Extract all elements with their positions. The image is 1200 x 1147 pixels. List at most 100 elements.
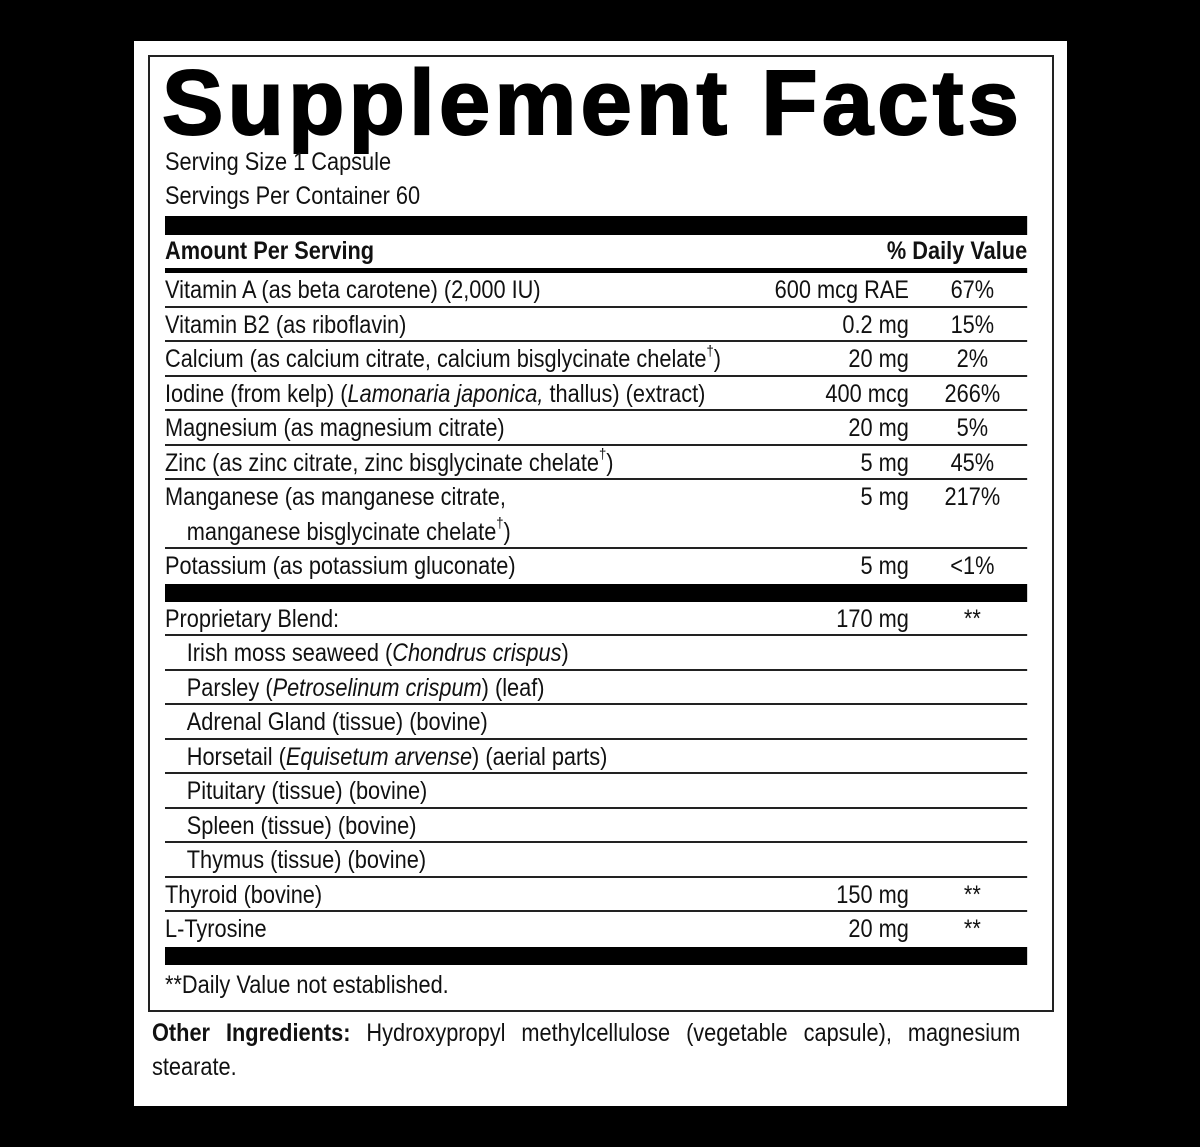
table-row: Calcium (as calcium citrate, calcium bis… <box>165 342 1028 377</box>
table-row: Pituitary (tissue) (bovine) <box>165 774 1028 809</box>
table-row: Vitamin A (as beta carotene) (2,000 IU) 6… <box>165 273 1028 308</box>
title: Supplement Facts <box>161 55 1024 154</box>
daily-value: 2% <box>956 345 989 373</box>
amount: 170 mg <box>836 604 909 633</box>
table-row: Irish moss seaweed (Chondrus crispus) <box>165 636 1028 671</box>
amount: 0.2 mg <box>842 310 909 339</box>
daily-value: 67% <box>950 276 995 304</box>
amount: 400 mcg <box>825 379 909 408</box>
table-row: Proprietary Blend: 170 mg ** <box>165 602 1028 637</box>
ingredient-name: L-Tyrosine <box>165 912 1027 947</box>
ingredient-name: Manganese (as manganese citrate, <box>165 480 1027 515</box>
daily-value: 266% <box>944 379 1001 408</box>
table-row: Thymus (tissue) (bovine) <box>165 843 1028 878</box>
name-italic: Equisetum arvense <box>285 742 473 771</box>
ingredient-name: Thyroid (bovine) <box>165 878 1027 913</box>
name-text: Horsetail ( <box>186 742 286 771</box>
other-ingredients-text: Hydroxypropyl methylcellulose (vegetable… <box>152 1019 1021 1081</box>
servings-per-container: Servings Per Container 60 <box>165 182 421 210</box>
name-text: Pituitary (tissue) (bovine) <box>186 777 428 805</box>
ingredient-name: Vitamin A (as beta carotene) (2,000 IU) <box>165 273 1027 308</box>
name-text: Vitamin A (as beta carotene) (2,000 IU) <box>165 276 541 304</box>
name-text: Calcium (as calcium citrate, calcium bis… <box>165 345 707 373</box>
amount: 5 mg <box>860 552 909 580</box>
table-row: Iodine (from kelp) (Lamonaria japonica, … <box>165 377 1028 412</box>
amount: 150 mg <box>836 880 909 909</box>
name-italic: Lamonaria japonica, <box>347 379 544 408</box>
name-text: Thyroid (bovine) <box>165 880 323 909</box>
name-text: Manganese (as manganese citrate, <box>165 483 506 511</box>
ingredient-name: Pituitary (tissue) (bovine) <box>165 774 1027 809</box>
daily-value: 15% <box>950 310 995 339</box>
ingredient-name: Adrenal Gland (tissue) (bovine) <box>165 705 1027 740</box>
name-superscript: † <box>598 446 607 464</box>
ingredient-name: Horsetail (Equisetum arvense) (aerial pa… <box>165 740 1027 775</box>
amount: 20 mg <box>848 345 909 373</box>
daily-value: ** <box>963 604 981 633</box>
ingredient-name: Calcium (as calcium citrate, calcium bis… <box>165 342 1027 377</box>
ingredient-name: Iodine (from kelp) (Lamonaria japonica, … <box>165 377 1027 412</box>
table-row: Adrenal Gland (tissue) (bovine) <box>165 705 1028 740</box>
ingredient-name: Parsley (Petroselinum crispum) (leaf) <box>165 671 1027 706</box>
name-text: ) (leaf) <box>481 673 545 702</box>
amount: 5 mg <box>860 483 909 511</box>
daily-value: 45% <box>950 448 995 477</box>
name-italic: Chondrus crispus <box>392 639 562 667</box>
daily-value: ** <box>963 915 981 943</box>
facts-box: Supplement Facts Serving Size 1 Capsule … <box>148 55 1054 1012</box>
name-text: Irish moss seaweed ( <box>186 639 393 667</box>
name-text: Parsley ( <box>186 673 273 702</box>
table-body: Vitamin A (as beta carotene) (2,000 IU) 6… <box>165 273 1028 1005</box>
name-text: ) <box>561 639 569 667</box>
ingredient-name: manganese bisglycinate chelate†) <box>165 515 1027 550</box>
table-row: Parsley (Petroselinum crispum) (leaf) <box>165 671 1028 706</box>
name-text: Magnesium (as magnesium citrate) <box>165 414 505 442</box>
label-panel: Supplement Facts Serving Size 1 Capsule … <box>134 41 1067 1106</box>
name-text: ) <box>606 448 614 477</box>
ingredient-name: Thymus (tissue) (bovine) <box>165 843 1027 878</box>
table-row: Spleen (tissue) (bovine) <box>165 809 1028 844</box>
ingredient-name: Proprietary Blend: <box>165 602 1027 637</box>
thick-rule <box>165 583 1028 602</box>
thick-rule <box>165 946 1028 965</box>
daily-value: 217% <box>944 483 1001 511</box>
table-row: Zinc (as zinc citrate, zinc bisglycinate… <box>165 446 1028 481</box>
name-text: Adrenal Gland (tissue) (bovine) <box>186 708 488 736</box>
amount: 600 mcg RAE <box>774 276 909 304</box>
daily-value: <1% <box>950 552 995 580</box>
other-ingredients-label: Other Ingredients: <box>152 1019 351 1047</box>
table-row: Potassium (as potassium gluconate) 5 mg <1… <box>165 549 1027 584</box>
name-text: Iodine (from kelp) ( <box>165 379 348 408</box>
thick-rule <box>165 216 1028 235</box>
name-superscript: † <box>706 342 714 360</box>
name-text: Proprietary Blend: <box>165 604 340 633</box>
name-text: ) <box>713 345 722 373</box>
ingredient-name: Magnesium (as magnesium citrate) <box>165 411 1027 446</box>
ingredient-name: Spleen (tissue) (bovine) <box>165 809 1027 844</box>
name-italic: Petroselinum crispum <box>272 673 482 702</box>
footnote: **Daily Value not established. <box>165 970 449 999</box>
ingredient-name: Potassium (as potassium gluconate) <box>165 549 1027 584</box>
table-row: L-Tyrosine 20 mg ** <box>165 912 1027 947</box>
name-text: thallus) (extract) <box>543 379 706 408</box>
amount: 20 mg <box>848 915 909 943</box>
name-superscript: † <box>496 515 504 533</box>
other-ingredients: Other Ingredients: Hydroxypropyl methylc… <box>152 1016 1020 1084</box>
daily-value-header: % Daily Value <box>886 237 1028 265</box>
name-text: ) <box>503 517 511 546</box>
facts-table: Serving Size 1 Capsule Servings Per Cont… <box>165 145 1028 1005</box>
name-text: manganese bisglycinate chelate <box>186 517 497 546</box>
name-text: Potassium (as potassium gluconate) <box>165 552 516 580</box>
amount: 20 mg <box>848 414 909 442</box>
ingredient-name: Vitamin B2 (as riboflavin) <box>165 308 1027 343</box>
name-text: Vitamin B2 (as riboflavin) <box>165 310 407 339</box>
table-row: Manganese (as manganese citrate, manganes… <box>165 480 1028 550</box>
table-row: Thyroid (bovine) 150 mg ** <box>165 878 1028 913</box>
table-row: Horsetail (Equisetum arvense) (aerial pa… <box>165 740 1028 775</box>
table-header: Amount Per Serving % Daily Value <box>165 235 1028 273</box>
amount: 5 mg <box>860 448 909 477</box>
amount-header: Amount Per Serving <box>165 237 375 265</box>
name-text: ) (aerial parts) <box>472 742 608 771</box>
ingredient-name: Zinc (as zinc citrate, zinc bisglycinate… <box>165 446 1027 481</box>
